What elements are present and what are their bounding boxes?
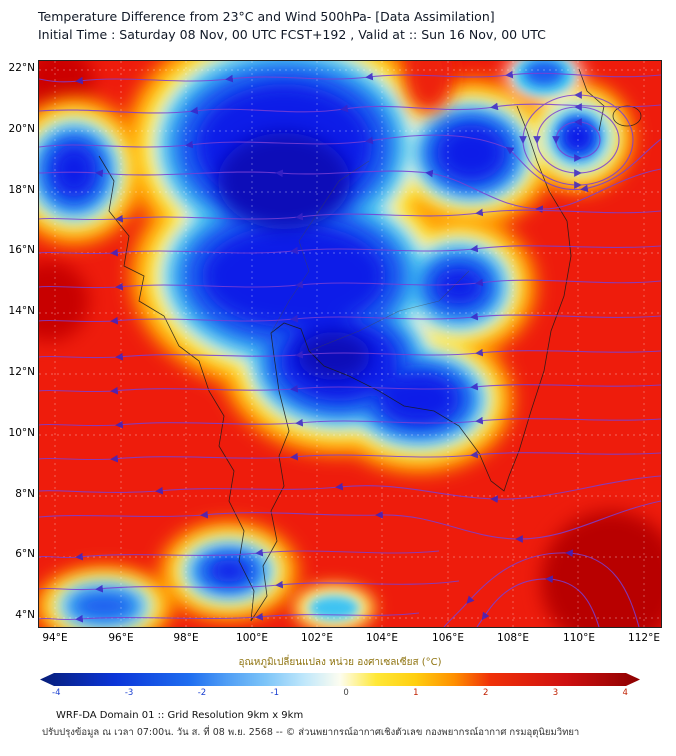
lat-tick: 4°N — [15, 609, 35, 621]
colorbar-tick: 3 — [552, 688, 559, 698]
colorbar: อุณหภูมิเปลี่ยนแปลง หน่วย องศาเซลเซียส (… — [40, 655, 640, 698]
colorbar-label: อุณหภูมิเปลี่ยนแปลง หน่วย องศาเซลเซียส (… — [238, 657, 442, 668]
lat-tick: 8°N — [15, 488, 35, 500]
lon-tick: 112°E — [628, 632, 660, 644]
lon-tick: 108°E — [497, 632, 529, 644]
lat-tick: 16°N — [8, 244, 35, 256]
lat-tick: 12°N — [8, 366, 35, 378]
lon-tick: 94°E — [42, 632, 68, 644]
lon-tick: 96°E — [108, 632, 134, 644]
streamlines — [39, 70, 661, 627]
lon-tick: 106°E — [432, 632, 464, 644]
colorbar-tick: 4 — [622, 688, 628, 698]
lon-tick: 110°E — [563, 632, 595, 644]
colorbar-tick: -2 — [197, 688, 207, 698]
lat-tick: 14°N — [8, 305, 35, 317]
update-credit: ปรับปรุงข้อมูล ณ เวลา 07:00น. วัน ส. ที่… — [42, 727, 580, 738]
colorbar-tick: 1 — [413, 688, 419, 698]
colorbar-tick: -1 — [270, 688, 280, 698]
header: Temperature Difference from 23°C and Win… — [38, 8, 546, 44]
domain-info: WRF-DA Domain 01 :: Grid Resolution 9km … — [56, 710, 304, 721]
colorbar-tick: -4 — [52, 688, 61, 698]
map-subtitle: Initial Time : Saturday 08 Nov, 00 UTC F… — [38, 27, 546, 42]
temperature-field — [39, 61, 661, 627]
lon-tick: 102°E — [301, 632, 333, 644]
colorbar-tick: 2 — [482, 688, 489, 698]
lon-tick: 98°E — [173, 632, 199, 644]
colorbar-gradient — [40, 673, 640, 686]
footer: WRF-DA Domain 01 :: Grid Resolution 9km … — [42, 710, 579, 740]
lat-tick: 18°N — [8, 184, 35, 196]
map-title: Temperature Difference from 23°C and Win… — [38, 9, 495, 24]
lat-tick: 10°N — [8, 427, 35, 439]
lon-tick: 100°E — [236, 632, 268, 644]
lat-tick: 6°N — [15, 548, 35, 560]
colorbar-tick: 0 — [343, 688, 349, 698]
map-canvas — [39, 61, 661, 627]
lon-tick: 104°E — [366, 632, 398, 644]
colorbar-tick: -3 — [124, 688, 134, 698]
map-plot — [38, 60, 662, 628]
lat-tick: 22°N — [8, 62, 35, 74]
lat-tick: 20°N — [8, 123, 35, 135]
colorbar-ticks: -4 -3 -2 -1 0 1 2 3 4 — [40, 686, 640, 698]
